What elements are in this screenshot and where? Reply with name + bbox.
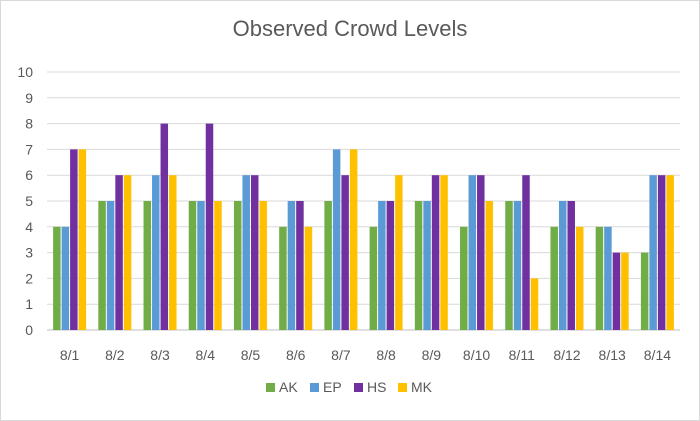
- x-tick-label: 8/11: [509, 347, 535, 363]
- bar-ak-8-1: [53, 226, 61, 330]
- x-tick-label: 8/7: [331, 347, 351, 363]
- y-tick-label: 10: [17, 64, 33, 80]
- bar-mk-8-7: [349, 149, 358, 330]
- bar-hs-8-2: [115, 175, 123, 330]
- y-axis-ticks: 0 1 2 3 4 5 6 7 8 9 10: [17, 64, 33, 338]
- y-tick-label: 0: [25, 322, 33, 338]
- bar-mk-8-2: [123, 175, 132, 330]
- legend-label-ak: AK: [279, 379, 298, 395]
- y-tick-label: 2: [25, 270, 33, 286]
- bar-ep-8-7: [332, 149, 341, 330]
- bar-ep-8-13: [604, 226, 612, 330]
- bar-ep-8-3: [152, 175, 160, 330]
- x-axis-ticks: 8/1 8/2 8/3 8/4 8/5 8/6 8/7 8/8 8/9 8/10 8/11 8/12 8…: [60, 347, 671, 363]
- bar-hs-8-14: [657, 175, 666, 330]
- bar-mk-8-8: [395, 175, 403, 330]
- bar-ep-8-11: [513, 201, 522, 330]
- bar-ep-8-4: [197, 201, 205, 330]
- bar-mk-8-14: [666, 175, 674, 330]
- chart-title: Observed Crowd Levels: [232, 16, 468, 41]
- x-tick-label: 8/6: [286, 347, 306, 363]
- legend-swatch-hs: [354, 383, 363, 392]
- bar-ak-8-7: [324, 201, 332, 330]
- bar-ak-8-11: [505, 201, 513, 330]
- bar-mk-8-6: [304, 226, 313, 330]
- bar-mk-8-11: [530, 278, 539, 330]
- x-tick-label: 8/13: [599, 347, 626, 363]
- bar-mk-8-3: [169, 175, 177, 330]
- legend-swatch-mk: [398, 383, 407, 392]
- bar-mk-8-9: [440, 175, 448, 330]
- bar-hs-8-13: [612, 252, 621, 330]
- x-tick-label: 8/5: [241, 347, 261, 363]
- bar-hs-8-11: [522, 175, 530, 330]
- bar-hs-8-4: [205, 123, 214, 330]
- bar-ak-8-4: [188, 201, 197, 330]
- bar-ep-8-9: [423, 201, 431, 330]
- x-tick-label: 8/14: [644, 347, 671, 363]
- legend: AK EP HS MK: [266, 379, 433, 395]
- x-tick-label: 8/9: [422, 347, 442, 363]
- y-tick-label: 8: [25, 116, 33, 132]
- bar-mk-8-12: [575, 226, 584, 330]
- bar-hs-8-9: [431, 175, 440, 330]
- bar-ak-8-12: [550, 226, 558, 330]
- x-tick-label: 8/3: [150, 347, 170, 363]
- x-tick-label: 8/10: [463, 347, 490, 363]
- bar-hs-8-1: [70, 149, 78, 330]
- bar-ak-8-2: [98, 201, 106, 330]
- bar-ak-8-13: [595, 226, 604, 330]
- x-tick-label: 8/1: [60, 347, 80, 363]
- bar-ak-8-14: [640, 252, 649, 330]
- bar-hs-8-6: [296, 201, 304, 330]
- bar-ep-8-8: [378, 201, 386, 330]
- bar-ak-8-8: [369, 226, 378, 330]
- bar-mk-8-5: [259, 201, 267, 330]
- bars: [53, 123, 674, 330]
- bar-ak-8-10: [460, 226, 468, 330]
- bar-mk-8-4: [214, 201, 222, 330]
- gridlines: [47, 71, 680, 331]
- y-tick-label: 9: [25, 90, 33, 106]
- bar-hs-8-7: [341, 175, 349, 330]
- y-tick-label: 7: [25, 141, 33, 157]
- bar-mk-8-13: [621, 252, 629, 330]
- y-tick-label: 3: [25, 245, 33, 261]
- bar-mk-8-10: [485, 201, 494, 330]
- x-tick-label: 8/12: [553, 347, 580, 363]
- bar-hs-8-3: [160, 123, 169, 330]
- x-tick-label: 8/4: [196, 347, 216, 363]
- y-tick-label: 5: [25, 193, 33, 209]
- legend-swatch-ak: [266, 383, 275, 392]
- x-tick-label: 8/8: [376, 347, 396, 363]
- bar-ep-8-6: [287, 201, 296, 330]
- legend-swatch-ep: [310, 383, 319, 392]
- bar-ep-8-10: [468, 175, 477, 330]
- y-tick-label: 4: [25, 219, 33, 235]
- bar-ep-8-2: [106, 201, 115, 330]
- bar-hs-8-5: [250, 175, 259, 330]
- x-tick-label: 8/2: [105, 347, 125, 363]
- bar-ak-8-6: [279, 226, 287, 330]
- legend-label-hs: HS: [367, 379, 386, 395]
- y-tick-label: 1: [25, 296, 33, 312]
- bar-hs-8-12: [567, 201, 575, 330]
- bar-hs-8-10: [477, 175, 485, 330]
- bar-ak-8-9: [414, 201, 423, 330]
- legend-label-mk: MK: [411, 379, 433, 395]
- bar-ep-8-5: [242, 175, 250, 330]
- y-tick-label: 6: [25, 167, 33, 183]
- bar-mk-8-1: [78, 149, 87, 330]
- bar-ep-8-1: [61, 226, 70, 330]
- bar-ep-8-14: [649, 175, 657, 330]
- bar-hs-8-8: [386, 201, 395, 330]
- bar-ep-8-12: [558, 201, 567, 330]
- bar-ak-8-5: [233, 201, 242, 330]
- bar-ak-8-3: [143, 201, 152, 330]
- legend-label-ep: EP: [323, 379, 342, 395]
